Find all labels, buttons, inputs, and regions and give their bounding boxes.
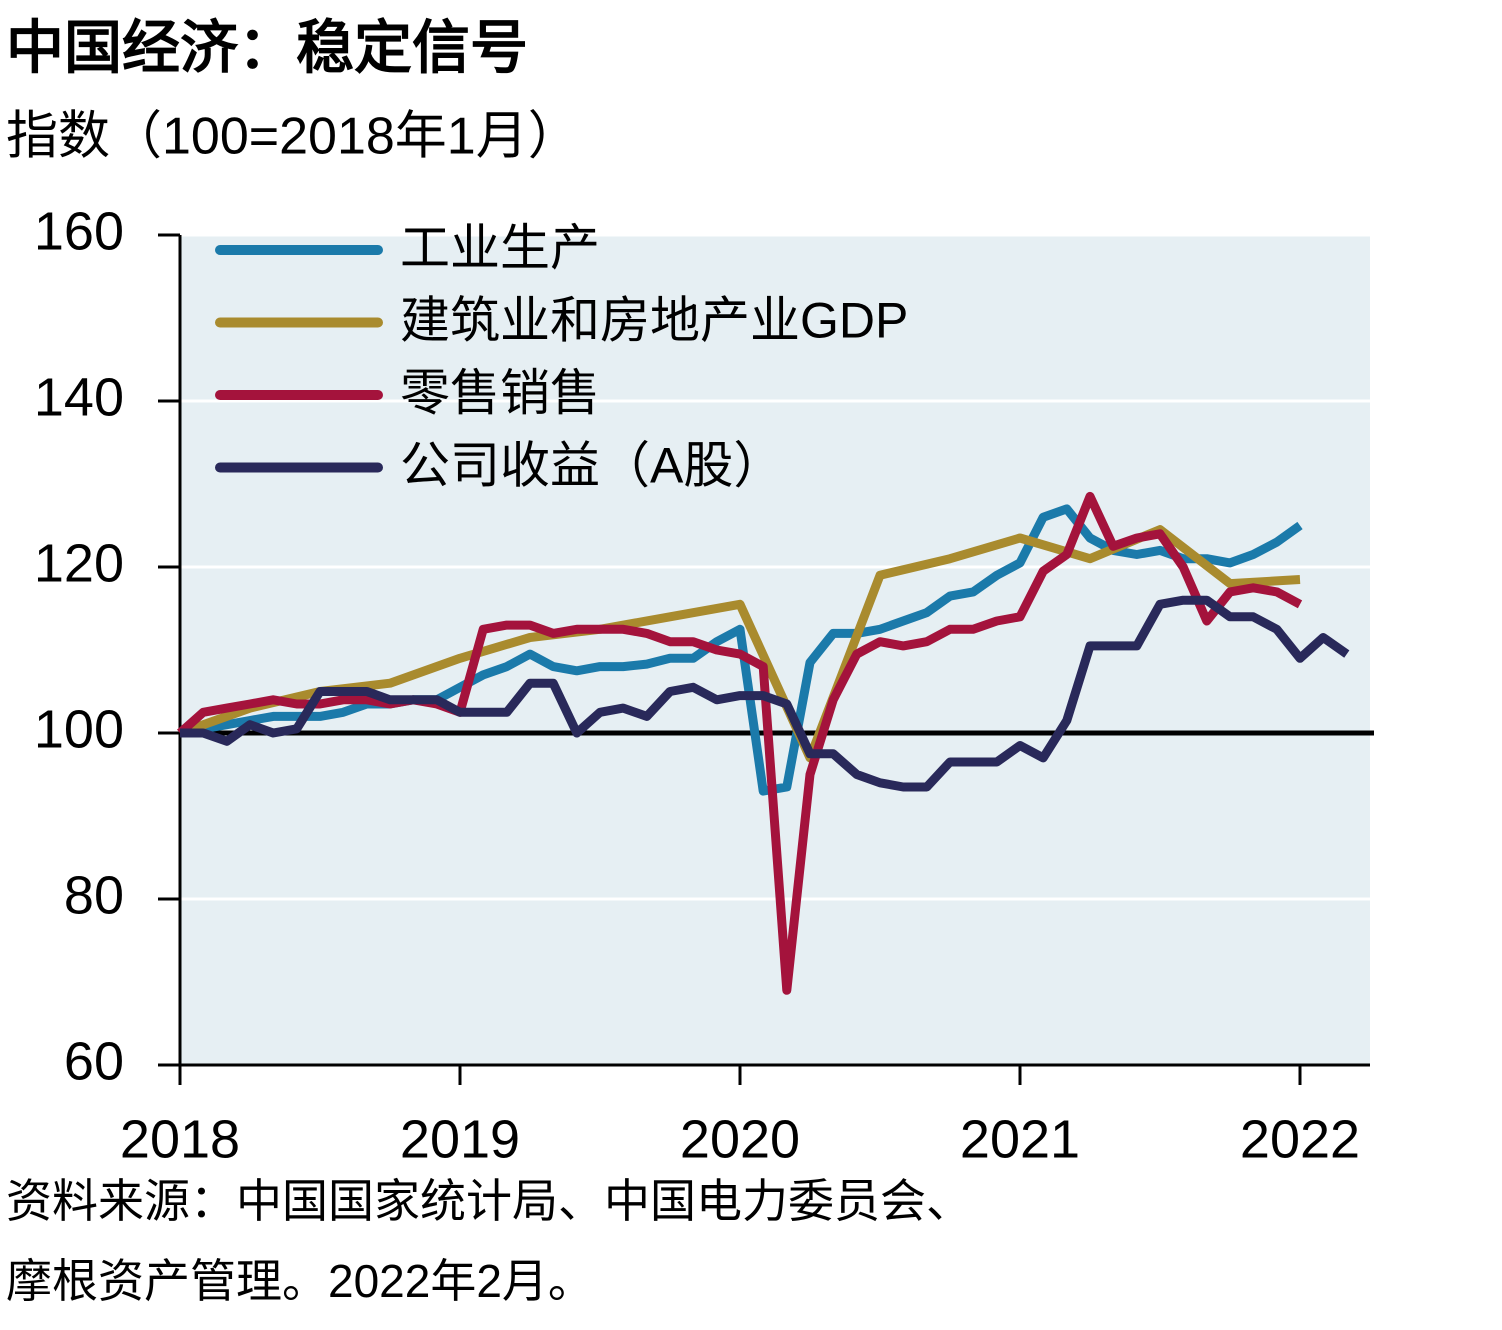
y-tick-label: 140 bbox=[34, 367, 124, 427]
y-tick-label: 120 bbox=[34, 533, 124, 593]
x-tick-label: 2019 bbox=[400, 1109, 520, 1169]
source-note: 摩根资产管理。2022年2月。 bbox=[6, 1255, 594, 1307]
chart-subtitle: 指数（100=2018年1月） bbox=[6, 108, 580, 166]
chart-title: 中国经济：稳定信号 bbox=[6, 15, 528, 80]
x-tick-label: 2020 bbox=[680, 1109, 800, 1169]
legend-label: 工业生产 bbox=[400, 220, 600, 276]
series-line bbox=[177, 491, 1303, 995]
x-tick-label: 2021 bbox=[960, 1109, 1080, 1169]
y-tick-label: 160 bbox=[34, 201, 124, 261]
y-tick-label: 100 bbox=[34, 699, 124, 759]
source-note: 资料来源：中国国家统计局、中国电力委员会、 bbox=[6, 1175, 972, 1227]
y-tick-label: 60 bbox=[64, 1031, 124, 1091]
legend-label: 建筑业和房地产业GDP bbox=[400, 293, 908, 349]
series-line bbox=[180, 595, 1350, 792]
plot-area bbox=[180, 235, 1370, 1065]
legend-label: 公司收益（A股） bbox=[400, 438, 783, 494]
x-tick-label: 2022 bbox=[1240, 1109, 1360, 1169]
legend-label: 零售销售 bbox=[400, 365, 600, 421]
y-tick-label: 80 bbox=[64, 865, 124, 925]
x-tick-label: 2018 bbox=[120, 1109, 240, 1169]
